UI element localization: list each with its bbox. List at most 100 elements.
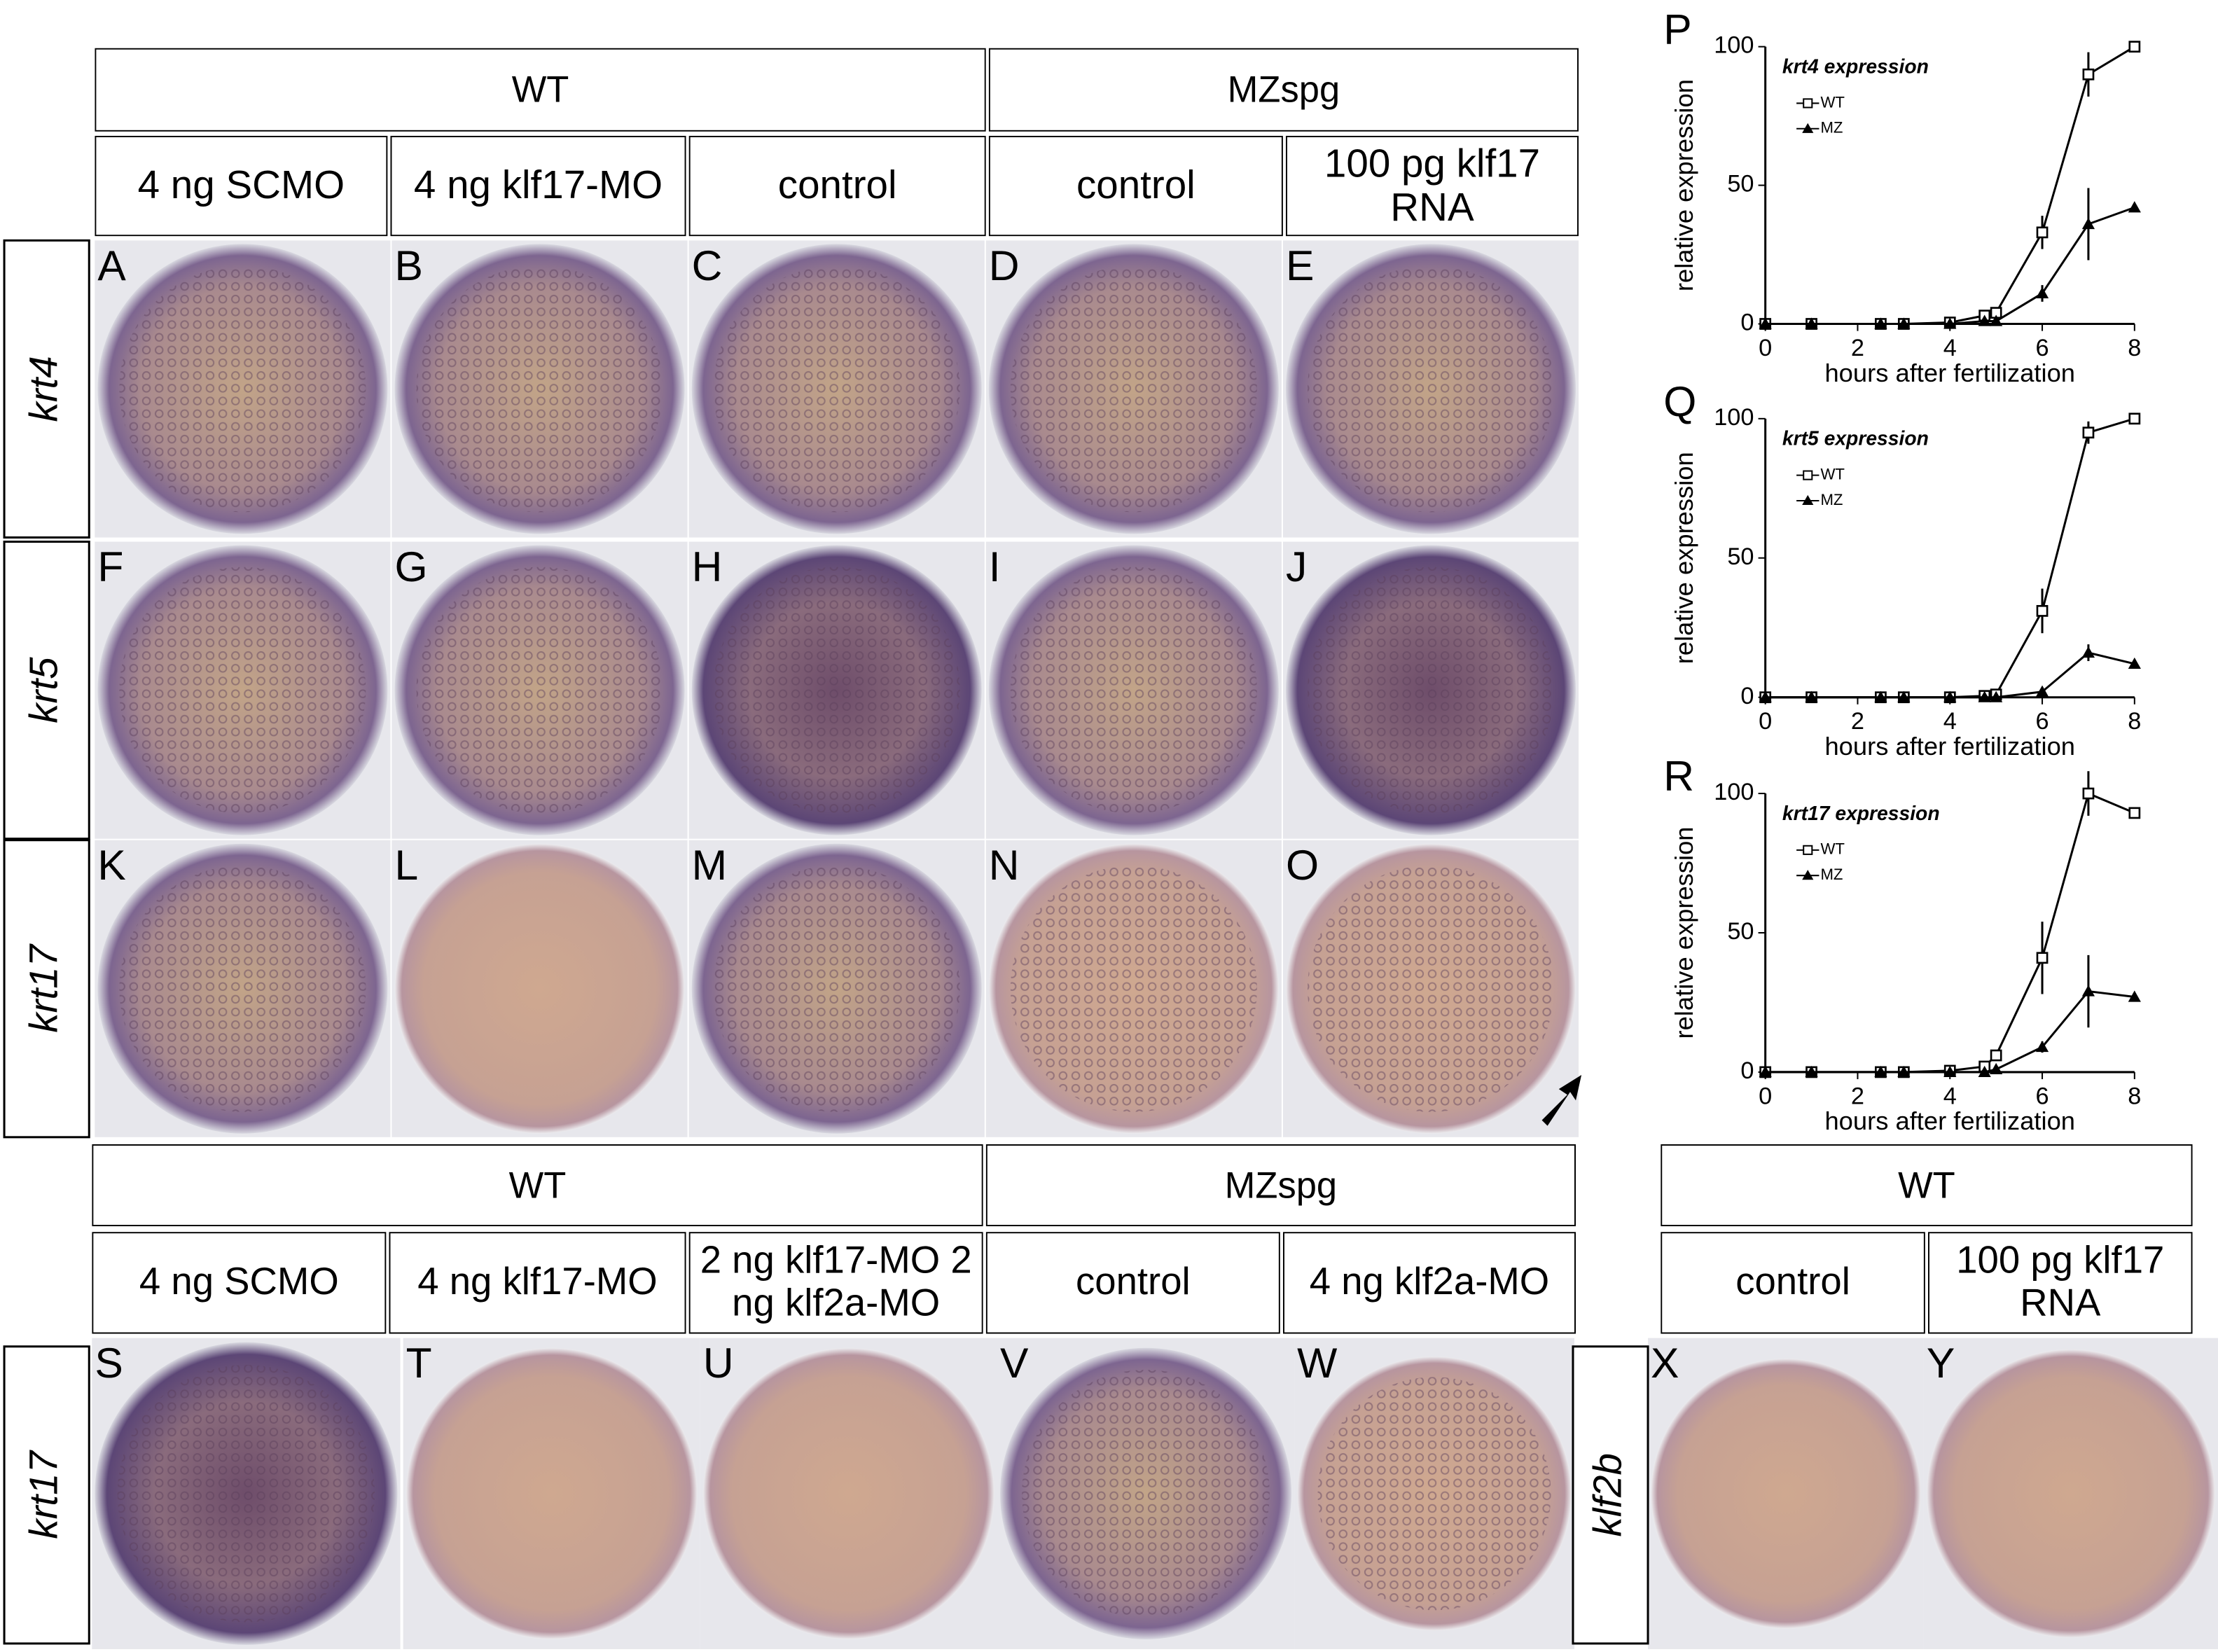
x-axis-label: hours after fertilization [1824, 732, 2075, 761]
legend-label: WT [1820, 465, 1845, 483]
y-tick-label: 50 [1727, 171, 1754, 197]
series-line [1765, 206, 2135, 326]
header-label: WT [92, 1144, 983, 1227]
arrow [1541, 1074, 1582, 1126]
panel-letter: U [703, 1339, 734, 1387]
point [2128, 990, 2141, 1002]
series-line [1765, 791, 2135, 1074]
x-tick-label: 2 [1851, 1083, 1864, 1109]
header-box: 4 ng SCMO [92, 1232, 387, 1334]
chart-letter: Q [1663, 377, 1696, 425]
point [1897, 690, 1911, 702]
point [1990, 314, 2003, 326]
x-tick-label: 6 [2035, 708, 2049, 735]
point [1759, 1065, 1772, 1077]
legend-label: MZ [1820, 866, 1843, 883]
header-label: MZspg [988, 48, 1579, 132]
header-label: control [985, 1232, 1280, 1334]
panel-letter: O [1286, 841, 1319, 889]
series-line [1765, 417, 2135, 699]
header-label: 4 ng SCMO [95, 135, 388, 237]
embryo-cells [1317, 1377, 1551, 1611]
y-tick-label: 100 [1714, 404, 1754, 431]
header-box: 2 ng klf17-MO 2 ng klf2a-MO [688, 1232, 983, 1334]
header-label: 4 ng SCMO [92, 1232, 387, 1334]
y-tick-label: 0 [1740, 1057, 1754, 1084]
panel-letter: I [989, 543, 1001, 590]
embryo-cells [119, 567, 366, 814]
header-box: 4 ng klf17-MO [390, 135, 686, 237]
header-label: control [688, 135, 986, 237]
point [2036, 952, 2049, 964]
panel-letter: K [97, 841, 125, 889]
panel-letter: M [692, 841, 727, 889]
legend-marker [1803, 470, 1813, 480]
header-label: control [988, 135, 1283, 237]
point [1805, 1065, 1818, 1077]
header-box: 100 pg klf17 RNA [1285, 135, 1579, 237]
embryo-cells [1022, 1369, 1270, 1618]
header-label: WT [1661, 1144, 2193, 1227]
y-axis-label: relative expression [1670, 79, 1698, 291]
y-tick-label: 50 [1727, 543, 1754, 570]
row-label: krt17 [22, 943, 66, 1032]
embryo-cells [1010, 265, 1257, 513]
point [2035, 685, 2049, 697]
point [2036, 604, 2049, 617]
header-box: 100 pg klf17 RNA [1927, 1232, 2193, 1334]
y-axis-label: relative expression [1670, 452, 1698, 664]
point [1943, 690, 1957, 702]
point [2081, 985, 2095, 997]
header-box: MZspg [985, 1144, 1576, 1227]
y-tick-label: 0 [1740, 310, 1754, 336]
panel-letter: G [395, 543, 428, 590]
x-axis-label: hours after fertilization [1824, 1106, 2075, 1135]
header-box: WT [1661, 1144, 2193, 1227]
header-label: MZspg [985, 1144, 1576, 1227]
x-tick-label: 4 [1943, 708, 1957, 735]
header-box: control [688, 135, 986, 237]
panel-letter: W [1297, 1339, 1337, 1387]
header-label: WT [95, 48, 986, 132]
x-axis-label: hours after fertilization [1824, 359, 2075, 387]
y-tick-label: 100 [1714, 779, 1754, 805]
header-box: control [1661, 1232, 1925, 1334]
point [2128, 807, 2141, 819]
panel-letter: H [692, 543, 723, 590]
embryo-cells [1308, 265, 1554, 513]
legend-label: WT [1820, 93, 1845, 111]
x-tick-label: 4 [1943, 1083, 1957, 1109]
row-label-box [3, 839, 90, 1139]
row-label: krt5 [22, 657, 66, 723]
point [2128, 41, 2141, 53]
panel-letter: S [95, 1339, 123, 1387]
legend-label: MZ [1820, 491, 1843, 508]
legend-marker [1803, 845, 1813, 855]
header-label: 2 ng klf17-MO 2 ng klf2a-MO [688, 1232, 983, 1334]
panel-letter: V [1000, 1339, 1029, 1387]
embryo-cells [713, 265, 960, 513]
panel-letter: J [1286, 543, 1307, 590]
header-label: 4 ng klf17-MO [390, 135, 686, 237]
panel-letter: A [97, 242, 126, 289]
panel-letter: L [395, 841, 419, 889]
panel-letter: E [1286, 242, 1314, 289]
point [1874, 317, 1887, 329]
point [2128, 201, 2141, 213]
embryo-cells [1010, 567, 1257, 814]
row-label-box [3, 541, 90, 840]
row-label: klf2b [1585, 1453, 1629, 1536]
x-tick-label: 2 [1851, 708, 1864, 735]
panel-letter: T [406, 1339, 432, 1387]
panel-letter: C [692, 242, 723, 289]
header-label: control [1661, 1232, 1925, 1334]
point [1897, 1065, 1911, 1077]
y-tick-label: 100 [1714, 32, 1754, 59]
header-box: control [985, 1232, 1280, 1334]
row-label-box [3, 239, 90, 539]
point [2128, 412, 2141, 425]
embryo [702, 1347, 994, 1639]
header-box: control [988, 135, 1283, 237]
row-label: krt17 [22, 1449, 66, 1539]
